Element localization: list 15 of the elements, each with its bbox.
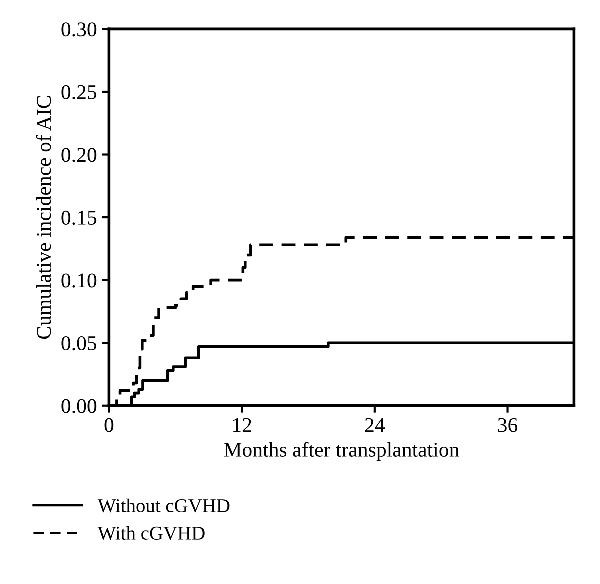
y-tick-label: 0.20 bbox=[62, 148, 97, 162]
x-axis-title: Months after transplantation bbox=[224, 442, 460, 462]
legend-label: With cGVHD bbox=[98, 526, 205, 540]
y-tick-label: 0.15 bbox=[62, 210, 97, 226]
x-tick-label: 24 bbox=[365, 418, 386, 432]
x-tick-label: 36 bbox=[498, 418, 518, 432]
y-tick-label: 0.30 bbox=[62, 22, 97, 37]
y-tick-label: 0.05 bbox=[62, 336, 97, 351]
x-tick-label: 12 bbox=[233, 418, 252, 432]
y-axis-title: Cumulative incidence of AIC bbox=[36, 96, 52, 340]
x-tick-label: 0 bbox=[104, 418, 114, 432]
y-tick-label: 0.10 bbox=[62, 274, 97, 288]
y-tick-label: 0.25 bbox=[62, 85, 97, 100]
legend-label: Without cGVHD bbox=[98, 498, 230, 513]
y-tick-label: 0.00 bbox=[62, 399, 97, 414]
